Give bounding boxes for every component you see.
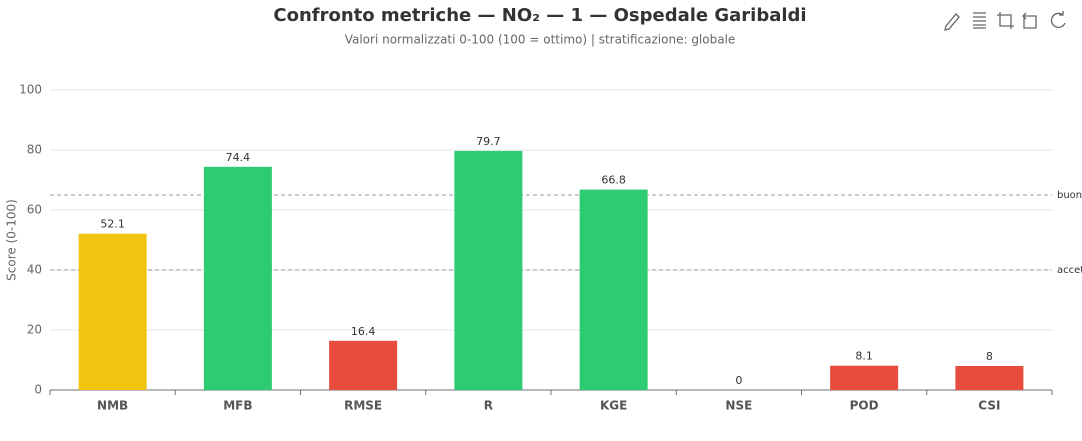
bar (454, 150, 523, 390)
toolbar (944, 11, 1066, 31)
x-tick-label: RMSE (344, 399, 382, 413)
y-tick-label: 80 (27, 143, 42, 157)
y-tick-label: 20 (27, 323, 42, 337)
bar (955, 366, 1024, 390)
edit-tool[interactable] (944, 13, 960, 31)
y-tick-label: 40 (27, 263, 42, 277)
data-label: 52.1 (100, 218, 125, 231)
data-label: 66.8 (601, 174, 626, 187)
x-tick-label: CSI (978, 399, 1000, 413)
data-label: 16.4 (351, 325, 376, 338)
bar (579, 189, 648, 390)
bar (203, 166, 272, 390)
chart-subtitle: Valori normalizzati 0-100 (100 = ottimo)… (345, 33, 736, 47)
data-view-tool[interactable] (973, 12, 986, 29)
crop-tool[interactable] (997, 12, 1014, 29)
y-tick-label: 0 (34, 383, 42, 397)
x-tick-label: NMB (97, 399, 128, 413)
data-label: 79.7 (476, 135, 501, 148)
threshold-label: accettabile (1057, 265, 1082, 276)
x-tick-label: POD (850, 399, 879, 413)
data-label: 74.4 (226, 151, 251, 164)
x-tick-label: MFB (223, 399, 252, 413)
x-tick-label: NSE (725, 399, 752, 413)
y-tick-label: 60 (27, 203, 42, 217)
x-tick-label: R (484, 399, 493, 413)
bar (329, 340, 398, 390)
bar (830, 365, 899, 390)
data-label: 0 (735, 374, 742, 387)
refresh-tool[interactable] (1050, 11, 1066, 29)
chart-title: Confronto metriche — NO₂ — 1 — Ospedale … (273, 5, 806, 26)
data-label: 8.1 (855, 350, 873, 363)
y-tick-label: 100 (19, 83, 42, 97)
restore-tool[interactable] (1022, 12, 1037, 29)
threshold-label: buono (1057, 190, 1082, 201)
y-axis-label: Score (0-100) (5, 199, 19, 281)
x-tick-label: KGE (600, 399, 627, 413)
bar (78, 233, 147, 390)
data-label: 8 (986, 350, 993, 363)
